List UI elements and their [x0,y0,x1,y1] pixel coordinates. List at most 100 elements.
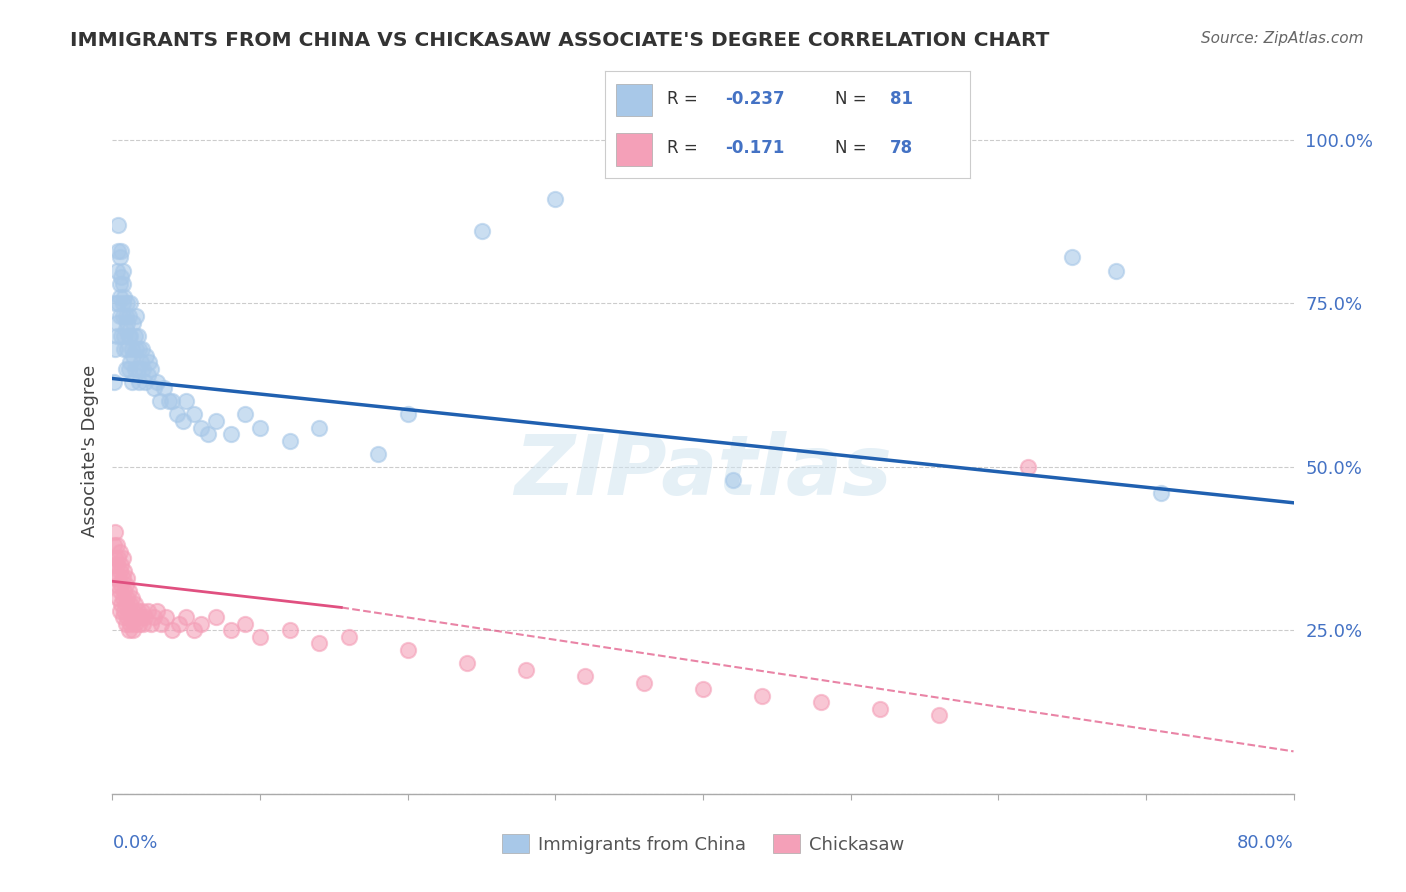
Point [721,473,744,487]
Point [139,616,162,631]
Point [129,610,152,624]
Point [136,368,159,383]
Point [105,316,128,330]
Point [190,616,212,631]
Point [337,630,360,644]
Point [117,296,138,310]
Point [105,329,128,343]
Point [120,329,142,343]
Point [112,329,135,343]
Point [108,290,131,304]
Point [111,610,134,624]
Text: IMMIGRANTS FROM CHINA VS CHICKASAW ASSOCIATE'S DEGREE CORRELATION CHART: IMMIGRANTS FROM CHINA VS CHICKASAW ASSOC… [70,31,1050,50]
Point [104,525,127,540]
Point [117,342,138,356]
Point [190,420,212,434]
Point [249,420,271,434]
Point [153,381,176,395]
Point [103,558,125,572]
Point [103,538,125,552]
Point [544,192,567,206]
Point [114,361,136,376]
Point [111,591,134,605]
Point [124,361,146,376]
Point [125,310,148,324]
Point [167,616,190,631]
Point [122,624,145,638]
Point [118,624,141,638]
Text: N =: N = [835,139,872,157]
Point [103,375,125,389]
Point [142,610,165,624]
Point [367,447,389,461]
Point [128,616,150,631]
Point [157,394,180,409]
Point [122,604,145,618]
Point [183,408,205,422]
Point [124,616,146,631]
Point [633,675,655,690]
Point [104,342,127,356]
Point [928,708,950,723]
Point [118,604,141,618]
Text: 80.0%: 80.0% [1237,834,1294,852]
Text: Source: ZipAtlas.com: Source: ZipAtlas.com [1201,31,1364,46]
Point [110,270,132,285]
Text: 78: 78 [890,139,912,157]
Point [111,571,134,585]
Point [249,630,271,644]
Point [219,427,242,442]
Point [751,689,773,703]
Text: ZIPatlas: ZIPatlas [515,431,891,512]
Point [121,375,143,389]
Point [122,316,145,330]
FancyBboxPatch shape [616,84,652,116]
Point [150,616,173,631]
Point [104,571,127,585]
Point [110,558,132,572]
Point [869,702,891,716]
Legend: Immigrants from China, Chickasaw: Immigrants from China, Chickasaw [502,834,904,854]
Point [114,322,136,336]
Point [112,290,135,304]
Point [122,349,145,363]
Point [278,624,301,638]
Point [219,624,242,638]
Point [396,408,419,422]
Point [810,695,832,709]
Point [131,604,153,618]
Point [111,277,134,291]
Point [174,394,197,409]
Point [205,610,228,624]
Point [132,361,155,376]
Text: R =: R = [666,139,703,157]
Point [127,604,149,618]
Point [160,624,183,638]
Point [114,616,136,631]
Point [114,577,136,591]
Point [139,361,162,376]
Point [114,310,136,324]
Point [146,375,169,389]
Point [134,610,156,624]
Point [105,263,128,277]
Point [121,342,143,356]
Point [138,355,160,369]
Point [233,408,256,422]
Point [1062,251,1084,265]
Point [1017,459,1039,474]
Point [117,591,138,605]
Point [118,361,141,376]
Point [105,538,128,552]
Point [107,551,129,566]
Point [104,296,127,310]
Point [120,355,142,369]
Point [127,329,149,343]
Point [105,577,128,591]
Text: -0.237: -0.237 [725,90,785,108]
Point [146,604,169,618]
Point [128,375,150,389]
Text: N =: N = [835,90,872,108]
Point [233,616,256,631]
Point [120,616,142,631]
